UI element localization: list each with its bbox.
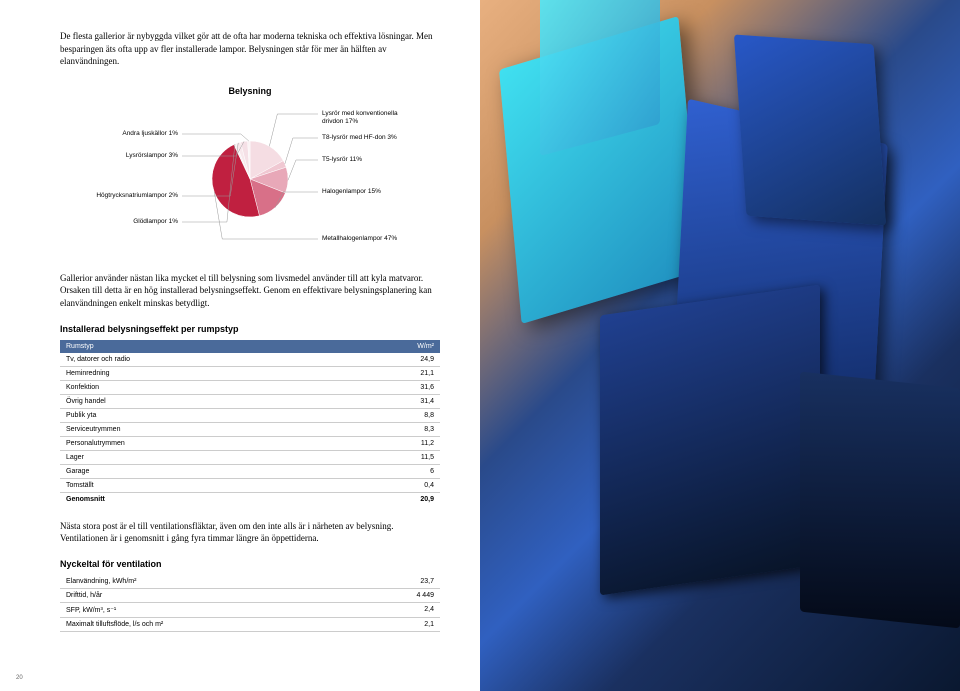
pie-slice-label: T5-lysrör 11% [322,156,362,164]
table1-header-value: W/m² [336,340,440,353]
table-row: Elanvändning, kWh/m²23,7 [60,575,440,589]
table-row: Maximalt tilluftsflöde, l/s och m²2,1 [60,617,440,631]
chart-title: Belysning [60,86,440,96]
lighting-pie-chart: Belysning Lysrör med konventionelladrivd… [60,86,440,254]
decorative-photo [480,0,960,691]
table-row: Heminredning21,1 [60,366,440,380]
table-row: Tv, datorer och radio24,9 [60,353,440,367]
body-paragraph-2: Nästa stora post är el till ventilations… [60,520,440,545]
pie-slice-label: Metallhalogenlampor 47% [322,235,397,243]
pie-slice-label: Andra ljuskällor 1% [122,130,178,138]
table-row: Konfektion31,6 [60,380,440,394]
ventilation-table: Elanvändning, kWh/m²23,7Drifttid, h/år4 … [60,575,440,632]
lighting-effect-table: Rumstyp W/m² Tv, datorer och radio24,9He… [60,340,440,506]
pie-slice-label: Halogenlampor 15% [322,188,381,196]
pie-slice-label: Glödlampor 1% [133,218,178,226]
table-row: Drifttid, h/år4 449 [60,588,440,602]
page-number: 20 [16,675,23,681]
table-row-total: Genomsnitt20,9 [60,492,440,506]
body-paragraph-1: Gallerior använder nästan lika mycket el… [60,272,440,310]
pie-slice-label: T8-lysrör med HF-don 3% [322,134,397,142]
table-row: Lager11,5 [60,450,440,464]
table2-title: Nyckeltal för ventilation [60,559,440,569]
table-row: Publik yta8,8 [60,408,440,422]
table-row: Tomställt0,4 [60,478,440,492]
table1-header-roomtype: Rumstyp [60,340,336,353]
intro-paragraph: De flesta gallerior är nybyggda vilket g… [60,30,440,68]
table-row: Personalutrymmen11,2 [60,436,440,450]
table-row: Övrig handel31,4 [60,394,440,408]
table-row: Garage6 [60,464,440,478]
table1-title: Installerad belysningseffekt per rumpsty… [60,324,440,334]
table-row: Serviceutrymmen8,3 [60,422,440,436]
table-row: SFP, kW/m³, s⁻¹2,4 [60,602,440,617]
pie-slice-label: Lysrörslampor 3% [126,152,178,160]
pie-slice-label: Högtrycksnatriumlampor 2% [96,192,178,200]
pie-slice-label: Lysrör med konventionelladrivdon 17% [322,110,398,126]
